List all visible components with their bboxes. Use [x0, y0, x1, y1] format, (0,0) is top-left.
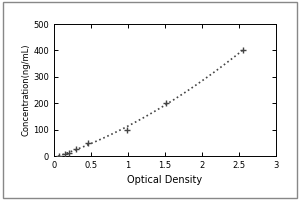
X-axis label: Optical Density: Optical Density [128, 175, 202, 185]
Y-axis label: Concentration(ng/mL): Concentration(ng/mL) [22, 44, 31, 136]
